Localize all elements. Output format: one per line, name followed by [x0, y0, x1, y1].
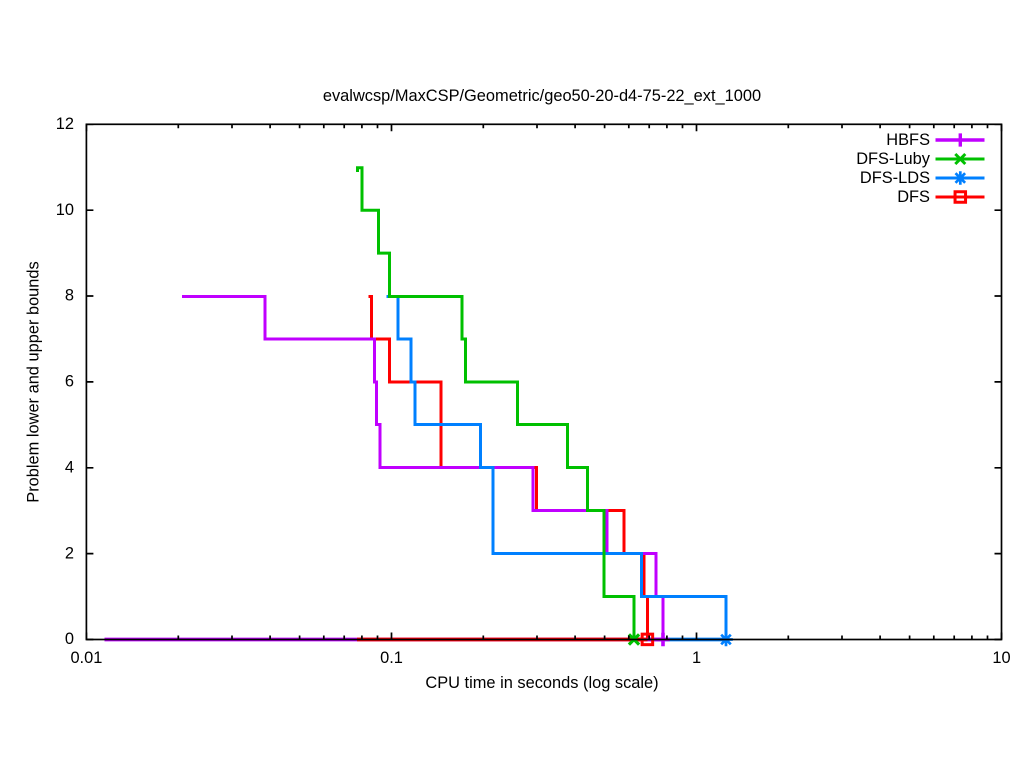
svg-text:DFS-Luby: DFS-Luby: [856, 150, 931, 168]
svg-text:0.1: 0.1: [380, 649, 403, 667]
svg-text:DFS-LDS: DFS-LDS: [860, 169, 930, 187]
svg-text:8: 8: [65, 287, 74, 305]
svg-text:6: 6: [65, 373, 74, 391]
svg-text:Problem lower and upper bounds: Problem lower and upper bounds: [25, 261, 43, 502]
svg-text:2: 2: [65, 544, 74, 562]
svg-text:0: 0: [65, 630, 74, 648]
svg-text:12: 12: [56, 115, 74, 133]
svg-text:0.01: 0.01: [70, 649, 102, 667]
svg-text:evalwcsp/MaxCSP/Geometric/geo5: evalwcsp/MaxCSP/Geometric/geo50-20-d4-75…: [323, 87, 761, 105]
svg-text:1: 1: [692, 649, 701, 667]
svg-text:4: 4: [65, 459, 74, 477]
svg-text:10: 10: [56, 201, 74, 219]
svg-text:HBFS: HBFS: [886, 131, 930, 149]
svg-text:CPU time in seconds (log scale: CPU time in seconds (log scale): [425, 674, 658, 692]
svg-text:10: 10: [992, 649, 1010, 667]
svg-text:DFS: DFS: [897, 188, 930, 206]
